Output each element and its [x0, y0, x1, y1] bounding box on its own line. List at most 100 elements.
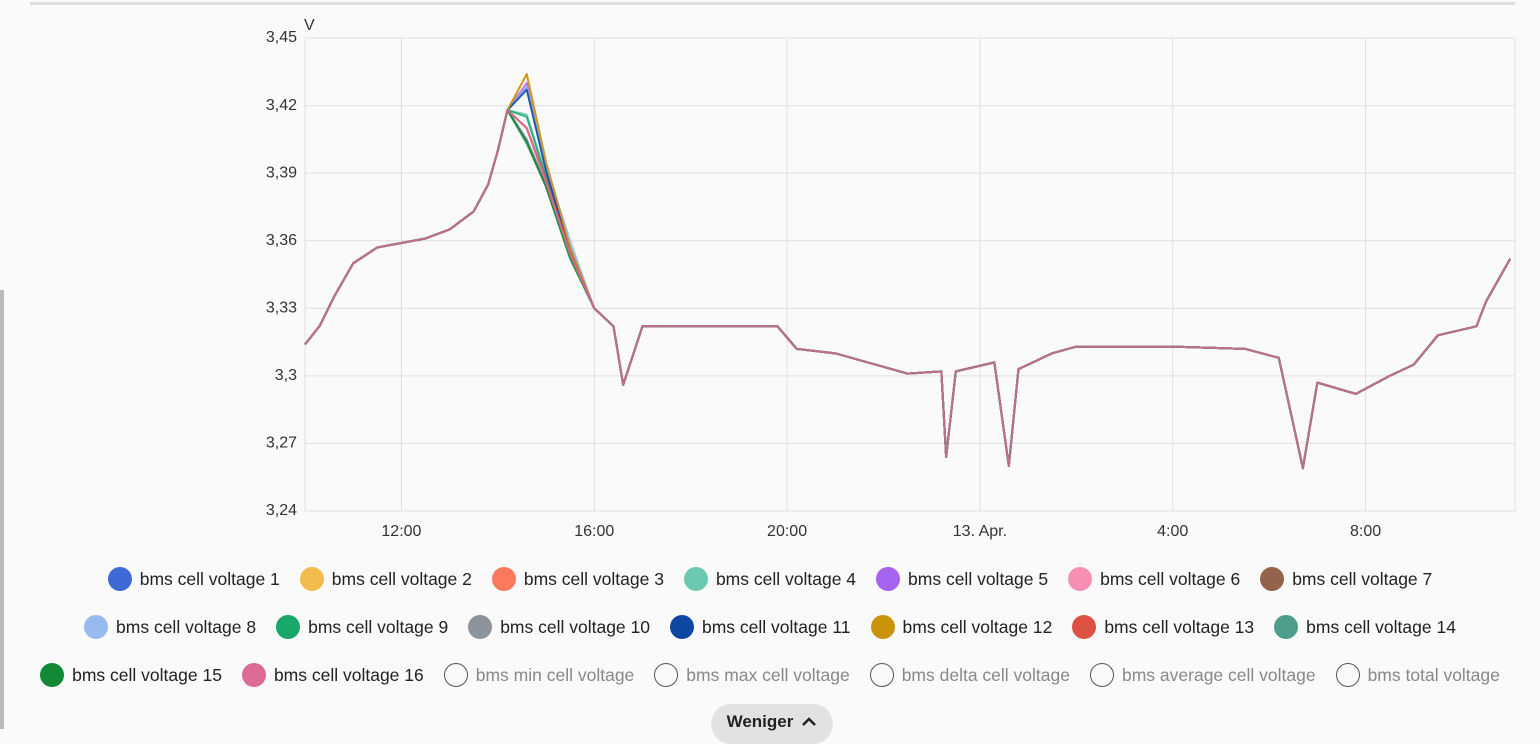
- series-line: [304, 109, 1512, 470]
- x-tick-label: 8:00: [1350, 523, 1381, 540]
- y-tick-label: 3,27: [266, 435, 297, 452]
- legend-swatch[interactable]: [491, 567, 516, 591]
- x-tick-label: 12:00: [381, 523, 421, 540]
- legend-label[interactable]: bms total voltage: [1367, 664, 1500, 685]
- legend-swatch[interactable]: [40, 663, 65, 687]
- y-tick-label: 3,3: [275, 367, 297, 384]
- legend-swatch[interactable]: [1072, 615, 1097, 639]
- toggle-button[interactable]: Weniger: [711, 704, 833, 744]
- y-tick-label: 3,42: [266, 97, 297, 114]
- legend-row: bms cell voltage 1 bms cell voltage 2 bms …: [0, 555, 1540, 603]
- x-tick-label: 16:00: [574, 523, 614, 540]
- plot-border: [304, 37, 1516, 512]
- x-tick-label: 4:00: [1157, 523, 1188, 540]
- series-line: [304, 86, 1512, 470]
- legend-row: bms cell voltage 15 bms cell voltage 16 bm…: [0, 651, 1540, 699]
- legend-item[interactable]: bms total voltage: [1335, 663, 1500, 687]
- legend-swatch[interactable]: [870, 615, 895, 639]
- legend-swatch[interactable]: [443, 663, 468, 687]
- legend-swatch[interactable]: [241, 663, 266, 687]
- series-line: [304, 109, 1512, 470]
- legend-item[interactable]: bms cell voltage 11: [670, 615, 851, 639]
- series-line: [304, 109, 1512, 470]
- legend-swatch[interactable]: [654, 663, 679, 687]
- legend-swatch[interactable]: [107, 567, 132, 591]
- legend-item[interactable]: bms cell voltage 3: [491, 567, 664, 591]
- legend-label[interactable]: bms min cell voltage: [475, 664, 635, 685]
- legend-label[interactable]: bms cell voltage 7: [1292, 568, 1433, 589]
- legend-label[interactable]: bms cell voltage 4: [715, 568, 857, 589]
- legend-item[interactable]: bms cell voltage 9: [276, 615, 448, 639]
- series-line: [304, 109, 1512, 470]
- legend-item[interactable]: bms cell voltage 7: [1260, 567, 1432, 591]
- legend-swatch[interactable]: [670, 615, 694, 639]
- legend-item[interactable]: bms cell voltage 8: [84, 615, 256, 639]
- legend-label[interactable]: bms cell voltage 10: [500, 616, 650, 637]
- legend-item[interactable]: bms cell voltage 10: [468, 615, 650, 639]
- legend-label[interactable]: bms delta cell voltage: [901, 664, 1070, 685]
- y-unit: V: [304, 17, 315, 34]
- legend: bms cell voltage 1 bms cell voltage 2 bms …: [0, 555, 1540, 699]
- button-label[interactable]: Weniger: [726, 712, 794, 731]
- legend-label[interactable]: bms cell voltage 5: [908, 568, 1049, 589]
- legend-label[interactable]: bms max cell voltage: [686, 664, 850, 685]
- legend-label[interactable]: bms cell voltage 11: [702, 616, 851, 637]
- chevron-icon: [802, 717, 817, 726]
- legend-label[interactable]: bms cell voltage 2: [331, 568, 472, 589]
- chart: V 3,24 3,27 3,3 3,33 3,36 3,39 3,42 3,45 12:00 16…: [266, 17, 1516, 540]
- legend-item[interactable]: bms cell voltage 14: [1274, 615, 1456, 639]
- legend-swatch[interactable]: [276, 615, 301, 639]
- x-tick-label: 13. Apr.: [953, 523, 1007, 540]
- legend-label[interactable]: bms cell voltage 9: [308, 616, 449, 637]
- legend-label[interactable]: bms cell voltage 12: [902, 616, 1053, 637]
- legend-swatch[interactable]: [1068, 567, 1093, 591]
- legend-item[interactable]: bms cell voltage 12: [870, 615, 1053, 639]
- legend-label[interactable]: bms cell voltage 13: [1104, 616, 1255, 637]
- legend-item[interactable]: bms cell voltage 13: [1072, 615, 1254, 639]
- y-tick-label: 3,36: [266, 232, 297, 249]
- legend-label[interactable]: bms cell voltage 1: [139, 568, 280, 589]
- legend-item[interactable]: bms cell voltage 15: [40, 663, 222, 687]
- series-line: [304, 86, 1512, 470]
- series-line: [304, 73, 1512, 470]
- legend-item[interactable]: bms cell voltage 2: [299, 567, 472, 591]
- legend-label[interactable]: bms cell voltage 16: [273, 664, 424, 685]
- series-line: [304, 109, 1512, 470]
- legend-item[interactable]: bms cell voltage 5: [876, 567, 1048, 591]
- legend-label[interactable]: bms average cell voltage: [1122, 664, 1316, 685]
- legend-swatch[interactable]: [1335, 663, 1360, 687]
- series-line: [304, 109, 1512, 470]
- y-tick-label: 3,24: [266, 502, 297, 519]
- legend-label[interactable]: bms cell voltage 6: [1100, 568, 1241, 589]
- legend-item[interactable]: bms cell voltage 1: [107, 567, 280, 591]
- legend-swatch[interactable]: [876, 567, 901, 591]
- top-border: [30, 2, 1515, 5]
- y-tick-label: 3,45: [266, 29, 297, 46]
- series-line: [304, 73, 1512, 470]
- legend-item[interactable]: bms max cell voltage: [654, 663, 850, 687]
- legend-swatch[interactable]: [683, 567, 708, 591]
- legend-label[interactable]: bms cell voltage 15: [72, 664, 222, 685]
- legend-swatch[interactable]: [1274, 615, 1299, 639]
- legend-label[interactable]: bms cell voltage 14: [1306, 616, 1456, 637]
- legend-swatch[interactable]: [84, 615, 109, 639]
- legend-item[interactable]: bms cell voltage 6: [1068, 567, 1240, 591]
- legend-swatch[interactable]: [869, 663, 894, 687]
- series-line: [304, 88, 1512, 470]
- side-bar: [0, 290, 4, 729]
- legend-item[interactable]: bms delta cell voltage: [869, 663, 1070, 687]
- legend-item[interactable]: bms average cell voltage: [1090, 663, 1316, 687]
- legend-row: bms cell voltage 8 bms cell voltage 9 bms …: [0, 603, 1540, 651]
- legend-item[interactable]: bms cell voltage 4: [683, 567, 857, 591]
- legend-swatch[interactable]: [1260, 567, 1285, 591]
- legend-item[interactable]: bms min cell voltage: [443, 663, 635, 687]
- legend-label[interactable]: bms cell voltage 8: [116, 616, 257, 637]
- legend-label[interactable]: bms cell voltage 3: [523, 568, 664, 589]
- legend-item[interactable]: bms cell voltage 16: [241, 663, 424, 687]
- series-line: [304, 109, 1512, 470]
- legend-swatch[interactable]: [299, 567, 324, 591]
- legend-swatch[interactable]: [1090, 663, 1114, 687]
- legend-swatch[interactable]: [468, 615, 493, 639]
- x-tick-label: 20:00: [767, 523, 807, 540]
